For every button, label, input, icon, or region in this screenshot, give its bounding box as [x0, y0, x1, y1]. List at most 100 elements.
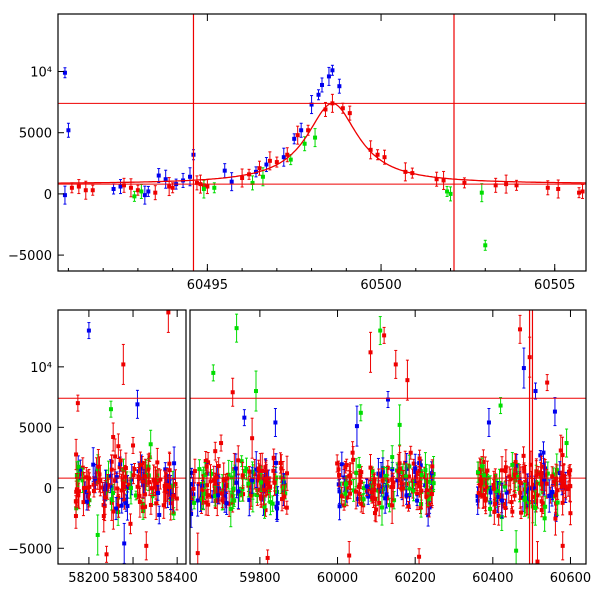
bottom-season1-point-29-marker: [252, 472, 257, 477]
bottom-point-red-0: [75, 394, 80, 412]
bottom-season0-point-2-marker: [132, 467, 137, 472]
bottom-season1-point-15-marker: [275, 489, 280, 494]
bottom-season2-point-139-marker: [424, 494, 429, 499]
bottom-point-red-5-marker: [166, 310, 171, 315]
bottom-season1-point-158-marker: [273, 460, 278, 465]
top-point-blue-6: [146, 185, 151, 197]
bottom-season1-point-138-marker: [195, 498, 200, 503]
bottom-season0-point-147-marker: [128, 485, 133, 490]
top-ytick-label-2: 5000: [19, 127, 52, 142]
bottom-season0-point-60-marker: [150, 494, 155, 499]
top-point-blue-0-marker: [62, 70, 67, 75]
bottom-season0-point-140-marker: [123, 474, 128, 479]
bottom-season1-point-20-marker: [227, 501, 232, 506]
bottom-season3-point-143-marker: [481, 459, 486, 464]
top-point-red-34-marker: [493, 183, 498, 188]
bottom-season2-point-157: [408, 445, 413, 460]
top-point-blue-13: [222, 163, 227, 179]
bottom-season3-point-77: [568, 501, 573, 526]
bottom-season0-point-68: [118, 449, 123, 472]
bottom-season0-point-37: [157, 505, 162, 525]
top-point-red-27-marker: [375, 152, 380, 157]
top-point-red-39: [577, 187, 582, 199]
top-point-green-11-marker: [479, 190, 484, 195]
bottom-point-red-7-marker: [144, 543, 149, 548]
bottom-season2-point-79-marker: [406, 504, 411, 509]
bottom-season3-point-156: [478, 458, 483, 480]
bottom-point-red-23-marker: [535, 559, 540, 564]
bottom-season2-point-159: [431, 476, 436, 491]
bottom-season2-point-129-marker: [374, 507, 379, 512]
bottom-point-red-15-marker: [382, 333, 387, 338]
bottom-season1-point-78-marker: [280, 497, 285, 502]
top-point-red-20-marker: [295, 133, 300, 138]
bottom-season1-point-88-marker: [240, 487, 245, 492]
top-point-green-1: [139, 183, 144, 199]
bottom-season1-point-160: [247, 465, 252, 478]
bottom-point-blue-3-marker: [242, 415, 247, 420]
bottom-season1-point-166: [229, 460, 234, 495]
bottom-season1-point-126-marker: [224, 501, 229, 506]
bottom-season1-point-145-marker: [278, 460, 283, 465]
bottom-season0-point-150: [73, 503, 78, 529]
bottom-season2-point-105: [354, 458, 359, 488]
bottom-season2-point-161-marker: [368, 465, 373, 470]
bottom-season1-point-165-marker: [265, 480, 270, 485]
bottom-season3-point-150-marker: [549, 490, 554, 495]
bottom-season2-point-145-marker: [364, 484, 369, 489]
bottom-season2-point-135-marker: [417, 456, 422, 461]
bottom-season1-point-153-marker: [190, 511, 194, 516]
bottom-point-blue-7: [486, 407, 491, 437]
bottom-season0-point-141: [114, 471, 119, 483]
bottom-season0-point-80-marker: [93, 479, 98, 484]
bottom-season1-point-144-marker: [261, 487, 266, 492]
bottom-season2-point-166-marker: [415, 498, 420, 503]
top-point-red-13-marker: [205, 184, 210, 189]
top-point-blue-25: [337, 78, 342, 94]
bottom-season1-point-155: [197, 459, 202, 479]
bottom-season0-point-102-marker: [114, 506, 119, 511]
top-point-red-25: [347, 105, 352, 121]
bottom-season2-point-138-marker: [399, 481, 404, 486]
bottom-season3-point-83-marker: [540, 501, 545, 506]
bottom-season3-point-68-marker: [554, 467, 559, 472]
bottom-season2-point-70-marker: [379, 505, 384, 510]
top-point-blue-13-marker: [222, 168, 227, 173]
bottom-season0-point-18-marker: [139, 466, 144, 471]
bottom-xtick-label-5: 60200: [394, 571, 435, 586]
bottom-season3-point-53-marker: [554, 513, 559, 518]
bottom-point-red-2-marker: [121, 362, 126, 367]
top-ytick-label-3: 10⁴: [30, 66, 52, 81]
top-point-red-10: [194, 175, 199, 191]
bottom-season2-point-37-marker: [381, 486, 386, 491]
bottom-season3-point-88-marker: [493, 488, 498, 493]
bottom-season0-point-149-marker: [158, 477, 163, 482]
bottom-point-red-18: [417, 548, 422, 564]
bottom-season0-point-155-marker: [125, 504, 130, 509]
bottom-season2-point-2-marker: [395, 478, 400, 483]
bottom-season0-point-122-marker: [143, 474, 148, 479]
bottom-season3-point-80-marker: [563, 484, 568, 489]
bottom-season0-point-120-marker: [168, 492, 173, 497]
bottom-reference-lines-right: [190, 310, 586, 564]
bottom-season0-point-157: [161, 491, 166, 519]
bottom-season3-point-151-marker: [491, 482, 496, 487]
bottom-season2-point-120: [411, 479, 416, 502]
bottom-season0-point-146: [76, 460, 81, 473]
bottom-point-red-22-marker: [560, 543, 565, 548]
bottom-point-green-0-marker: [108, 407, 113, 412]
bottom-season1-point-39-marker: [271, 455, 276, 460]
bottom-season0-point-56-marker: [116, 503, 121, 508]
bottom-season3-point-19-marker: [493, 473, 498, 478]
bottom-season1-point-94-marker: [275, 501, 280, 506]
bottom-season1-point-31-marker: [209, 471, 214, 476]
bottom-season0-point-15-marker: [98, 478, 103, 483]
bottom-season3-point-159-marker: [550, 474, 555, 479]
bottom-season2-point-56-marker: [357, 464, 362, 469]
bottom-season1-point-103: [204, 458, 209, 475]
bottom-point-red-19: [518, 314, 522, 344]
bottom-season3-point-164-marker: [508, 477, 513, 482]
bottom-season3-point-130: [555, 480, 560, 500]
top-point-blue-20-marker: [309, 102, 314, 107]
top-point-green-2: [201, 179, 206, 199]
